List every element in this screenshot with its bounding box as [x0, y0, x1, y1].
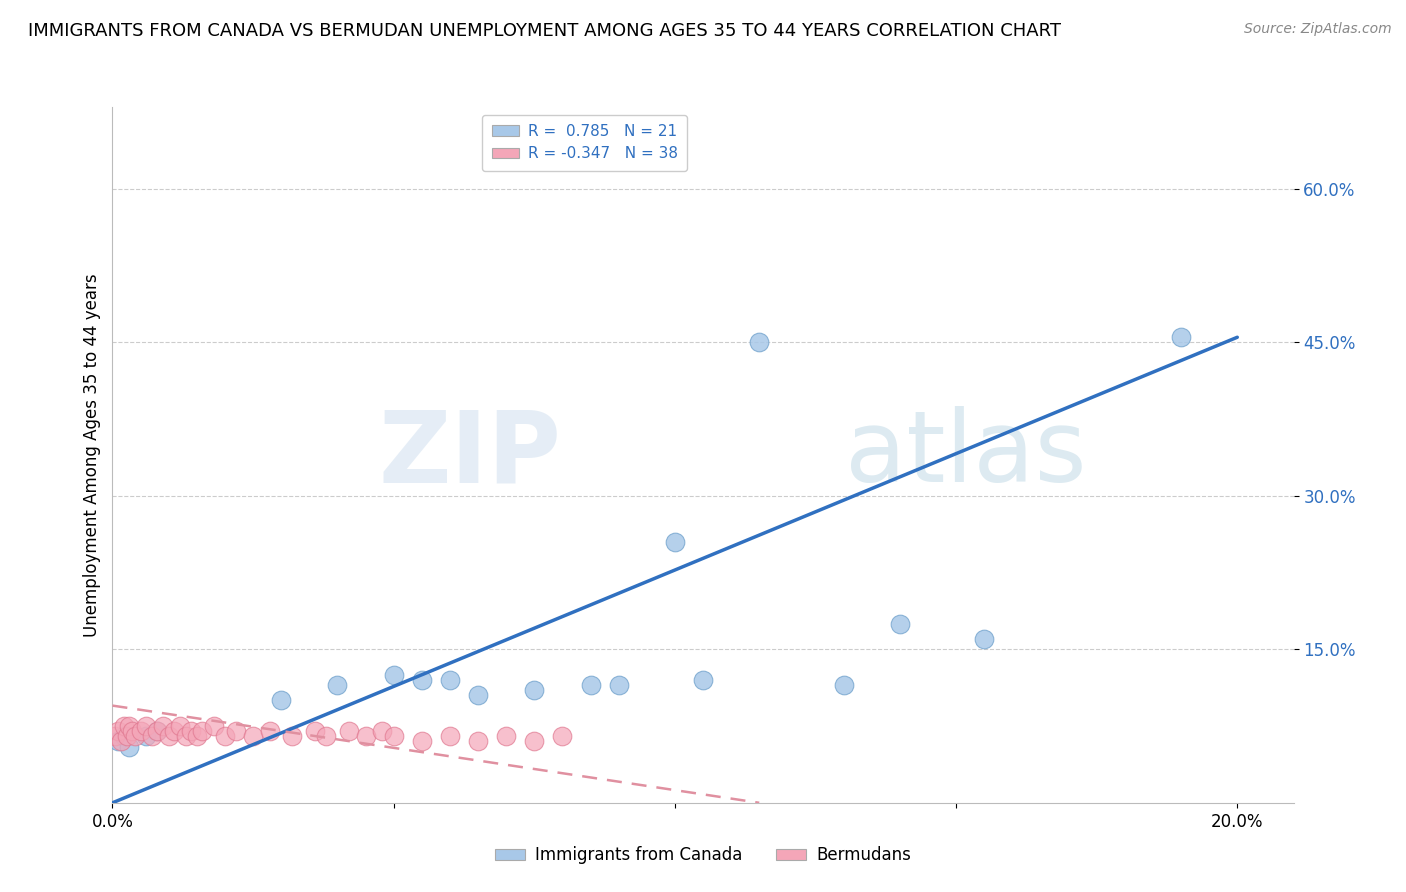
Point [152, 719, 174, 733]
Point [551, 729, 574, 743]
Point [748, 335, 770, 350]
Point [141, 729, 163, 743]
Text: ZIP: ZIP [378, 407, 561, 503]
Text: atlas: atlas [845, 407, 1087, 503]
Point [281, 729, 304, 743]
Point [135, 719, 157, 733]
Point [411, 734, 433, 748]
Point [163, 724, 186, 739]
Text: IMMIGRANTS FROM CANADA VS BERMUDAN UNEMPLOYMENT AMONG AGES 35 TO 44 YEARS CORREL: IMMIGRANTS FROM CANADA VS BERMUDAN UNEMP… [28, 22, 1062, 40]
Point [832, 678, 855, 692]
Point [1170, 330, 1192, 344]
Point [121, 724, 143, 739]
Point [157, 729, 180, 743]
Point [124, 729, 146, 743]
Point [112, 719, 135, 733]
Point [129, 724, 152, 739]
Point [214, 729, 236, 743]
Point [467, 689, 489, 703]
Point [259, 724, 281, 739]
Point [467, 734, 489, 748]
Point [135, 729, 157, 743]
Point [118, 719, 141, 733]
Point [889, 616, 911, 631]
Point [523, 734, 546, 748]
Point [242, 729, 264, 743]
Point [112, 729, 135, 743]
Legend: Immigrants from Canada, Bermudans: Immigrants from Canada, Bermudans [488, 839, 918, 871]
Point [692, 673, 714, 687]
Point [270, 693, 292, 707]
Point [304, 724, 326, 739]
Point [110, 734, 132, 748]
Point [115, 729, 138, 743]
Point [579, 678, 602, 692]
Point [174, 729, 197, 743]
Point [107, 734, 129, 748]
Point [439, 673, 461, 687]
Point [118, 739, 141, 754]
Point [326, 678, 349, 692]
Point [354, 729, 377, 743]
Point [180, 724, 202, 739]
Point [382, 668, 405, 682]
Point [523, 683, 546, 698]
Point [439, 729, 461, 743]
Point [146, 724, 169, 739]
Point [664, 535, 686, 549]
Point [315, 729, 337, 743]
Point [337, 724, 360, 739]
Point [411, 673, 433, 687]
Point [169, 719, 191, 733]
Point [104, 729, 127, 743]
Point [382, 729, 405, 743]
Point [146, 724, 169, 739]
Y-axis label: Unemployment Among Ages 35 to 44 years: Unemployment Among Ages 35 to 44 years [83, 273, 101, 637]
Point [202, 719, 225, 733]
Point [225, 724, 247, 739]
Point [973, 632, 995, 646]
Point [607, 678, 630, 692]
Point [371, 724, 394, 739]
Point [107, 724, 129, 739]
Text: Source: ZipAtlas.com: Source: ZipAtlas.com [1244, 22, 1392, 37]
Point [186, 729, 208, 743]
Point [495, 729, 517, 743]
Point [191, 724, 214, 739]
